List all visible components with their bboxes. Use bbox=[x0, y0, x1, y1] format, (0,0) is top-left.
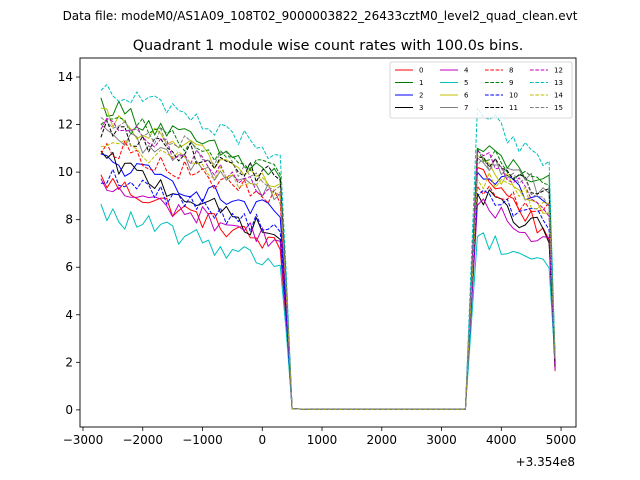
axes-frame bbox=[79, 57, 577, 428]
legend-label: 1 bbox=[419, 79, 423, 87]
x-tick-label: 3000 bbox=[426, 433, 457, 447]
chart-title: Quadrant 1 module wise count rates with … bbox=[133, 38, 524, 54]
x-tick-label: 5000 bbox=[546, 433, 577, 447]
y-tick-label: 2 bbox=[65, 355, 73, 369]
legend-frame bbox=[389, 61, 573, 119]
x-tick-label: −3000 bbox=[63, 433, 104, 447]
y-tick-label: 8 bbox=[65, 213, 73, 227]
x-tick-label: 2000 bbox=[367, 433, 398, 447]
legend-label: 7 bbox=[464, 104, 468, 112]
axes: −3000 −2000 −1000 0 1000 2000 3000 4000 5000 0 2 4 6… bbox=[58, 57, 577, 447]
figure-header: Data file: modeM0/AS1A09_108T02_90000038… bbox=[63, 9, 578, 23]
legend-label: 15 bbox=[554, 104, 563, 112]
legend-label: 3 bbox=[419, 104, 423, 112]
legend-label: 11 bbox=[509, 104, 518, 112]
x-tick-label: −1000 bbox=[182, 433, 223, 447]
y-tick-label: 6 bbox=[65, 260, 73, 274]
y-tick-label: 4 bbox=[65, 308, 73, 322]
legend-label: 10 bbox=[509, 92, 518, 100]
legend-label: 0 bbox=[419, 67, 423, 75]
legend-label: 5 bbox=[464, 79, 468, 87]
x-tick-label: 4000 bbox=[486, 433, 517, 447]
y-tick-label: 0 bbox=[65, 403, 73, 417]
series-line-15 bbox=[100, 117, 556, 410]
x-tick-label: −2000 bbox=[122, 433, 163, 447]
y-tick-label: 12 bbox=[58, 118, 73, 132]
y-tick-label: 14 bbox=[58, 70, 73, 84]
legend-label: 4 bbox=[464, 67, 469, 75]
legend-label: 6 bbox=[464, 92, 469, 100]
series-line-13 bbox=[100, 84, 556, 410]
legend-label: 12 bbox=[554, 67, 563, 75]
legend-label: 8 bbox=[509, 67, 513, 75]
legend-label: 2 bbox=[419, 92, 423, 100]
x-tick-label: 0 bbox=[258, 433, 266, 447]
plot-area bbox=[100, 84, 556, 410]
x-offset-label: +3.354e8 bbox=[516, 455, 575, 469]
y-tick-label: 10 bbox=[58, 165, 73, 179]
legend-label: 13 bbox=[554, 79, 563, 87]
legend-label: 14 bbox=[554, 92, 563, 100]
legend-label: 9 bbox=[509, 79, 513, 87]
x-tick-label: 1000 bbox=[307, 433, 338, 447]
